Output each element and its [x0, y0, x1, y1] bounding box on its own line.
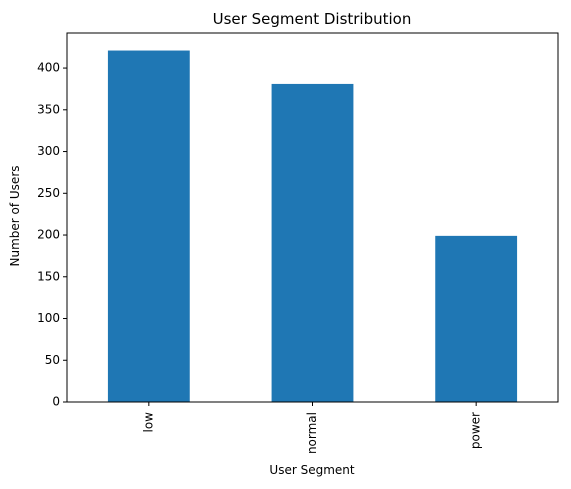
- x-tick-label-low: low: [141, 412, 155, 433]
- chart-title: User Segment Distribution: [213, 10, 412, 28]
- x-axis-label: User Segment: [269, 463, 354, 477]
- bar-power: [435, 235, 518, 402]
- bar-low: [107, 50, 190, 402]
- y-tick-label-100: 100: [37, 311, 60, 325]
- y-tick-label-400: 400: [37, 61, 60, 75]
- y-tick-label-0: 0: [52, 395, 60, 409]
- y-axis-label: Number of Users: [8, 165, 22, 266]
- x-tick-label-normal: normal: [305, 412, 319, 454]
- y-tick-label-200: 200: [37, 228, 60, 242]
- y-tick-label-350: 350: [37, 102, 60, 116]
- y-tick-label-50: 50: [45, 353, 60, 367]
- bar-normal: [271, 83, 354, 402]
- y-tick-label-250: 250: [37, 186, 60, 200]
- x-tick-label-power: power: [469, 412, 483, 449]
- plot-frame: [66, 32, 559, 403]
- y-tick-label-300: 300: [37, 144, 60, 158]
- y-tick-label-150: 150: [37, 269, 60, 283]
- plot-area: low normal power 0 50 100 150 200 250 300 350 400: [37, 32, 559, 454]
